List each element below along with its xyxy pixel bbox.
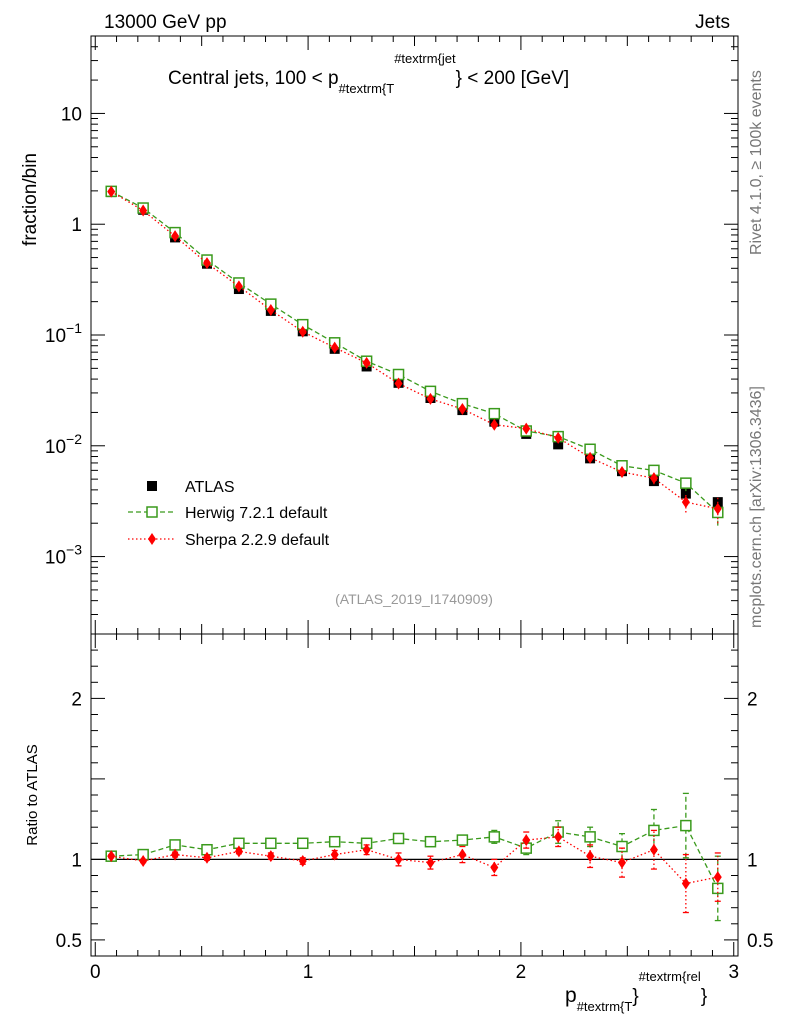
rivet-side-text: Rivet 4.1.0, ≥ 100k events [748,70,765,255]
sherpa-ratio-point [266,850,275,863]
legend-atlas-marker [147,481,157,491]
sherpa-point [426,392,435,405]
legend-herwig-label: Herwig 7.2.1 default [185,505,328,522]
sherpa-ratio-point [681,877,690,890]
sherpa-point [330,341,339,354]
herwig-ratio-point [328,835,341,848]
x-tick-label: 2 [516,962,527,983]
herwig-ratio-point [584,831,596,843]
sherpa-ratio-point [139,855,148,868]
legend-sherpa-label: Sherpa 2.2.9 default [185,532,330,549]
y-tick-label: 10−1 [45,320,82,347]
sherpa-ratio-point [649,843,658,856]
sherpa-point [554,431,563,444]
x-tick-label: 1 [303,962,314,983]
sherpa-point [298,325,307,338]
sherpa-point [266,304,275,317]
header-right-title: Jets [695,12,730,33]
ratio-plot-frame [90,633,739,957]
sherpa-point [394,377,403,390]
x-tick-label: 0 [90,962,101,983]
ratio-y-tick-label: 2 [71,689,82,710]
mcplots-side-text: mcplots.cern.ch [arXiv:1306.3436] [748,386,765,628]
sherpa-ratio-point [202,851,211,864]
ratio-y-tick-label: 0.5 [56,931,82,952]
herwig-ratio-point [169,839,181,851]
sherpa-ratio-point [713,871,722,884]
legend-herwig-marker [146,506,158,518]
sherpa-point [649,472,658,485]
x-tick-label: 3 [728,962,739,983]
sherpa-ratio-point [330,848,339,861]
legend-atlas-label: ATLAS [185,479,235,496]
sherpa-point [171,230,180,243]
sherpa-point [681,496,690,509]
sherpa-point [490,418,499,431]
sherpa-ratio-point [426,856,435,869]
sherpa-line [110,191,718,510]
main-y-axis-label: fraction/bin [20,153,41,246]
sherpa-point [458,402,467,415]
main-axes: 10 1 10−1 10−2 10−3 [45,35,738,635]
main-title: Central jets, 100 < p#textrm{T#textrm{je… [168,51,569,96]
herwig-ratio-point [488,831,501,843]
ratio-axes: 0 1 2 3 2 2 1 1 0.5 0.5 [56,633,773,983]
sherpa-ratio-point [618,856,627,869]
y-tick-label: 1 [71,215,82,236]
ratio-data-marks [105,792,724,922]
sherpa-point [202,257,211,270]
y-tick-label: 10 [61,104,82,125]
ratio-y-axis-label: Ratio to ATLAS [24,744,41,845]
sherpa-point [618,465,627,478]
sherpa-ratio-point [107,850,116,863]
analysis-watermark: (ATLAS_2019_I1740909) [335,591,493,607]
atlas-point [680,488,691,499]
ratio-y-tick-label-right: 1 [747,850,758,871]
herwig-ratio-point [265,837,277,850]
herwig-ratio-point [616,840,628,853]
y-tick-label: 10−2 [45,431,82,458]
legend-sherpa-marker [148,533,156,545]
sherpa-ratio-point [362,843,371,856]
herwig-ratio-point [680,819,692,832]
sherpa-ratio-point [298,855,307,868]
sherpa-ratio-line [111,836,718,885]
sherpa-point [362,356,371,369]
herwig-ratio-point [392,832,405,845]
sherpa-point [522,422,531,435]
herwig-point [680,477,692,489]
sherpa-point [139,204,148,217]
sherpa-ratio-point [171,848,180,861]
ratio-y-tick-label: 1 [71,850,82,871]
y-tick-label: 10−3 [45,542,82,569]
main-data-marks [105,185,724,526]
sherpa-ratio-point [234,845,243,858]
ratio-y-tick-label-right: 2 [747,689,758,710]
herwig-point [488,407,501,420]
sherpa-ratio-point [522,834,531,847]
sherpa-point [107,185,116,198]
ratio-y-tick-label-right: 0.5 [747,931,773,952]
header-left-title: 13000 GeV pp [104,12,227,33]
herwig-ratio-point [297,837,309,850]
sherpa-point [586,451,595,464]
sherpa-ratio-point [586,850,595,863]
legend: ATLAS Herwig 7.2.1 default Sherpa 2.2.9 … [128,479,330,549]
sherpa-ratio-point [554,830,563,843]
herwig-ratio-point [456,834,469,846]
sherpa-ratio-point [490,861,499,874]
sherpa-ratio-point [394,853,403,866]
sherpa-point [234,280,243,293]
x-axis-label: p#textrm{T}#textrm{rel} [565,969,707,1014]
atlas-point [553,439,564,450]
sherpa-point [713,502,722,515]
sherpa-ratio-point [458,848,467,861]
herwig-ratio-point [424,835,437,848]
